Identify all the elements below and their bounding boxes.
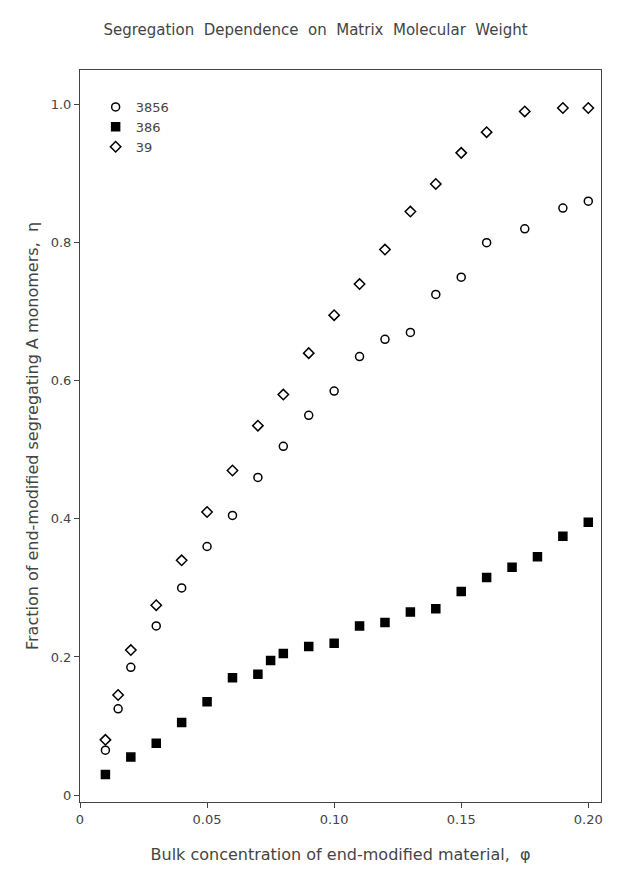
svg-text:1.0: 1.0	[51, 97, 72, 112]
svg-text:0.6: 0.6	[51, 373, 72, 388]
svg-text:0.10: 0.10	[320, 812, 349, 827]
svg-text:0.15: 0.15	[447, 812, 476, 827]
svg-text:0: 0	[63, 788, 71, 803]
svg-text:0.2: 0.2	[51, 650, 72, 665]
svg-text:Bulk concentration of end-modi: Bulk concentration of end-modified mater…	[151, 845, 531, 864]
svg-text:0.4: 0.4	[51, 511, 72, 526]
svg-text:Segregation Dependence on M: Segregation Dependence on Matrix Molecul…	[103, 21, 527, 39]
svg-text:39: 39	[136, 140, 153, 155]
svg-text:386: 386	[136, 120, 161, 135]
svg-text:0.20: 0.20	[574, 812, 603, 827]
svg-text:0.8: 0.8	[51, 235, 72, 250]
svg-text:0.05: 0.05	[193, 812, 222, 827]
svg-text:Fraction of end-modified segre: Fraction of end-modified segregating A m…	[23, 222, 42, 650]
svg-text:3856: 3856	[136, 100, 169, 115]
svg-text:0: 0	[76, 812, 84, 827]
